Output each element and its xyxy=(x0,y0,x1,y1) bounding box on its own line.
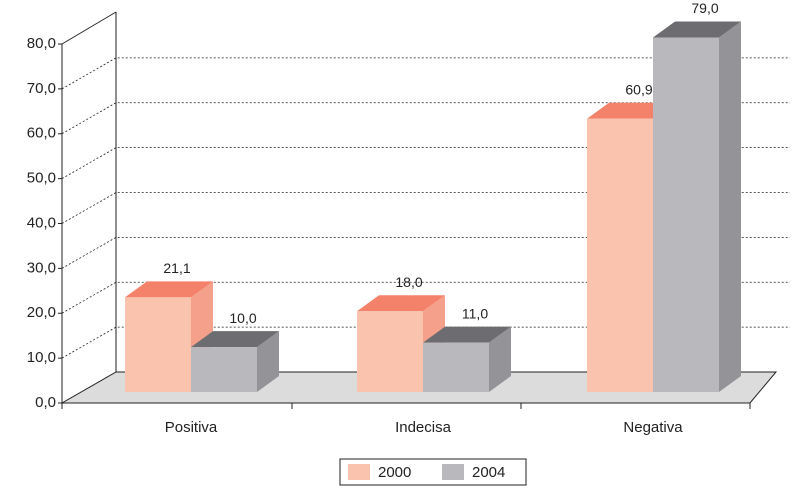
value-label: 79,0 xyxy=(691,0,718,16)
bar xyxy=(587,118,653,393)
bar-top xyxy=(653,21,741,38)
bar xyxy=(653,37,719,393)
grid-line xyxy=(61,192,790,224)
y-tick-label: 70,0 xyxy=(27,80,56,97)
x-tick-label: Indecisa xyxy=(395,419,452,436)
legend-label: 2000 xyxy=(378,464,411,481)
value-label: 11,0 xyxy=(462,305,488,321)
y-tick-label: 80,0 xyxy=(27,35,56,52)
x-tick-label: Negativa xyxy=(623,419,683,436)
bar xyxy=(191,347,257,392)
depth-edge xyxy=(61,11,117,45)
legend-swatch xyxy=(442,464,464,480)
y-tick-label: 50,0 xyxy=(27,170,56,187)
legend-label: 2004 xyxy=(472,464,505,481)
y-tick-label: 20,0 xyxy=(27,304,56,321)
y-tick-label: 0,0 xyxy=(35,394,56,411)
grid-line xyxy=(61,147,790,179)
bar xyxy=(357,311,423,392)
bar xyxy=(423,342,489,392)
legend-swatch xyxy=(348,464,370,480)
x-tick-label: Positiva xyxy=(165,419,218,436)
bar-top xyxy=(357,295,445,312)
y-tick-label: 40,0 xyxy=(27,214,56,231)
y-tick-label: 60,0 xyxy=(27,125,56,142)
value-label: 10,0 xyxy=(229,310,256,326)
y-tick-label: 10,0 xyxy=(27,349,56,366)
value-label: 60,9 xyxy=(625,81,652,97)
bar-side xyxy=(489,326,511,392)
y-tick-label: 30,0 xyxy=(27,259,56,276)
value-label: 18,0 xyxy=(395,274,422,290)
bar-side xyxy=(257,331,279,392)
grid-line xyxy=(61,236,790,269)
grid-line xyxy=(61,281,790,314)
bar-top xyxy=(423,326,511,343)
bar-top xyxy=(125,281,213,298)
grid-line xyxy=(61,57,790,90)
grid-line xyxy=(61,326,790,359)
value-label: 21,1 xyxy=(163,260,190,276)
bar xyxy=(125,297,191,392)
bar-top xyxy=(191,331,279,348)
grid-line xyxy=(61,102,790,135)
legend-box xyxy=(339,458,527,486)
bar-side xyxy=(719,21,741,393)
